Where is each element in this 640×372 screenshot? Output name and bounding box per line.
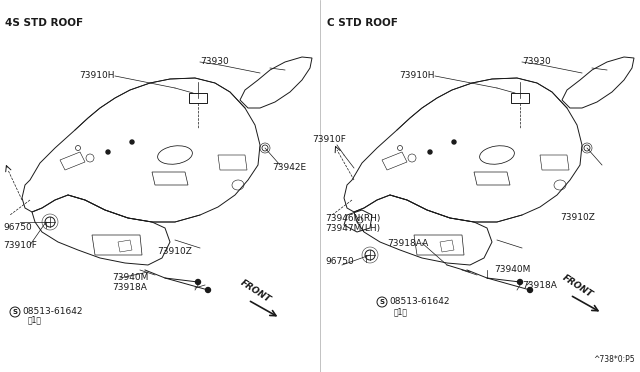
Circle shape: [584, 145, 590, 151]
Text: 73918A: 73918A: [522, 280, 557, 289]
Text: 4S STD ROOF: 4S STD ROOF: [5, 18, 83, 28]
Text: 08513-61642: 08513-61642: [22, 307, 83, 315]
Text: 73910Z: 73910Z: [157, 247, 193, 257]
Text: 73918AA: 73918AA: [387, 238, 428, 247]
Text: 73946N(RH): 73946N(RH): [325, 214, 380, 222]
Text: 73942E: 73942E: [272, 164, 306, 173]
Circle shape: [428, 150, 432, 154]
Circle shape: [195, 279, 200, 285]
Text: 73910Z: 73910Z: [560, 214, 595, 222]
Text: 73910F: 73910F: [312, 135, 346, 144]
Text: 73940M: 73940M: [494, 266, 531, 275]
Text: S: S: [13, 309, 17, 315]
Text: 96750: 96750: [3, 224, 32, 232]
Text: 73918A: 73918A: [112, 283, 147, 292]
Text: 73940M: 73940M: [112, 273, 148, 282]
Circle shape: [527, 288, 532, 292]
Circle shape: [518, 279, 522, 285]
Circle shape: [106, 150, 110, 154]
Circle shape: [262, 145, 268, 151]
Text: 73930: 73930: [200, 58, 228, 67]
Circle shape: [452, 140, 456, 144]
Circle shape: [130, 140, 134, 144]
Text: 73930: 73930: [522, 58, 551, 67]
Circle shape: [205, 288, 211, 292]
Text: 96750: 96750: [325, 257, 354, 266]
Text: ^738*0:P5: ^738*0:P5: [593, 355, 635, 364]
Text: FRONT: FRONT: [561, 273, 595, 299]
Text: C STD ROOF: C STD ROOF: [327, 18, 398, 28]
Text: 73910F: 73910F: [3, 241, 37, 250]
Text: 08513-61642: 08513-61642: [389, 298, 449, 307]
Text: 73947M(LH): 73947M(LH): [325, 224, 380, 232]
Text: 73910H: 73910H: [79, 71, 115, 80]
Text: S: S: [380, 299, 385, 305]
Text: 〈1〉: 〈1〉: [394, 308, 408, 317]
Text: 73910H: 73910H: [399, 71, 435, 80]
Text: FRONT: FRONT: [239, 278, 273, 304]
Text: 〈1〉: 〈1〉: [28, 315, 42, 324]
